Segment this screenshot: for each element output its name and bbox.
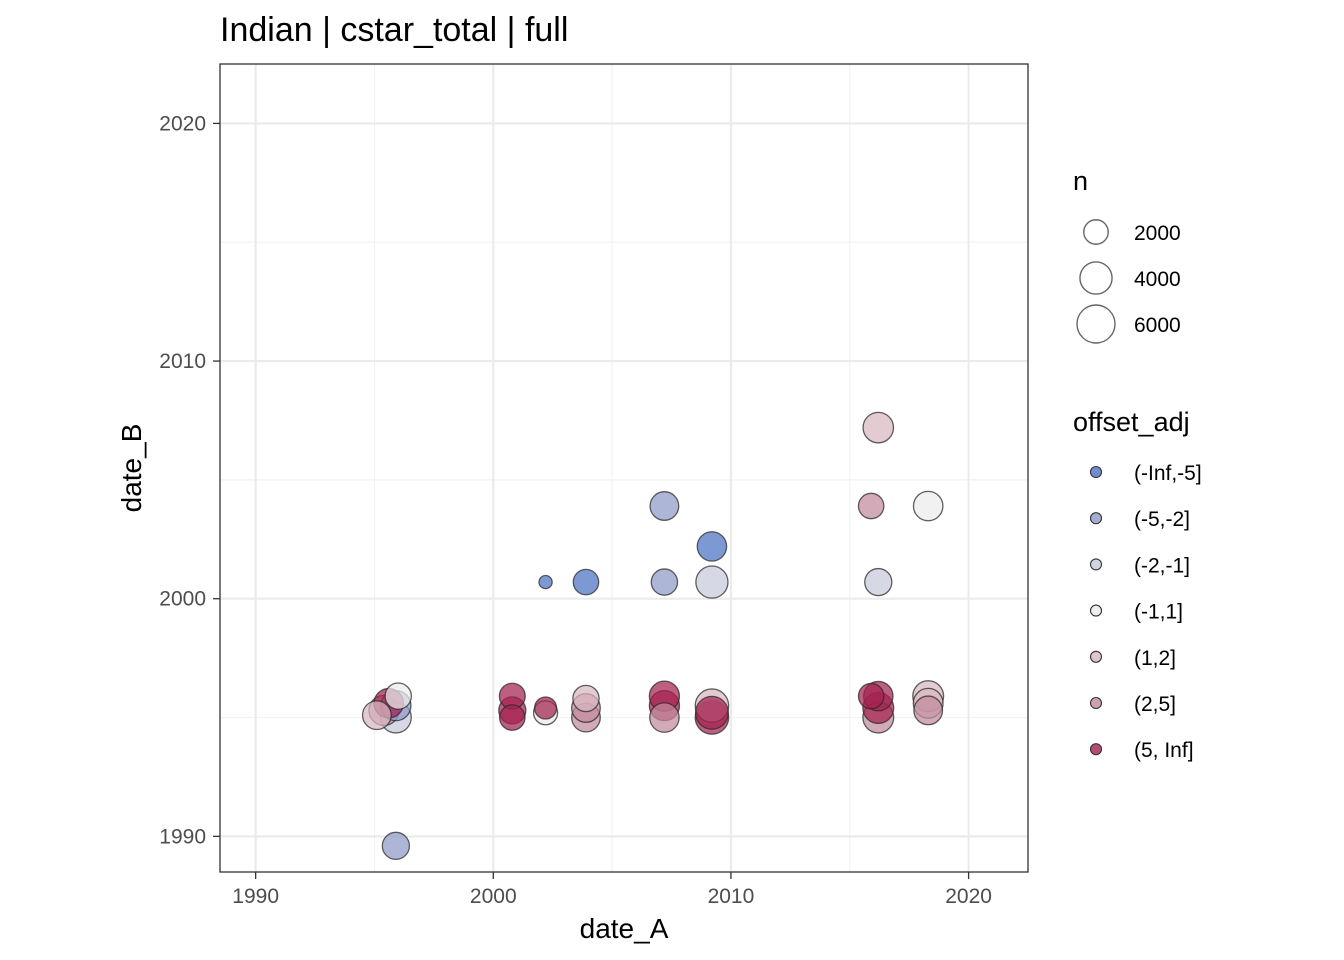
color-legend-key	[1089, 743, 1103, 756]
data-point	[864, 567, 893, 597]
size-legend-key	[1076, 304, 1116, 344]
color-legend-key	[1089, 558, 1103, 571]
data-point	[857, 492, 885, 520]
data-point	[538, 574, 553, 590]
color-legend-key	[1089, 604, 1103, 617]
color-legend-title: offset_adj	[1073, 407, 1190, 437]
data-point	[572, 568, 600, 596]
data-point	[694, 695, 729, 730]
y-tick-label: 1990	[159, 825, 206, 848]
color-legend-label: (5, Inf]	[1134, 739, 1194, 762]
size-legend-key	[1079, 261, 1113, 295]
color-legend-label: (-1,1]	[1134, 601, 1183, 624]
color-legend-key	[1089, 465, 1103, 479]
data-point	[913, 695, 944, 726]
color-legend-label: (2,5]	[1134, 693, 1176, 716]
y-tick-label: 2000	[159, 588, 206, 611]
y-tick-label: 2010	[159, 350, 206, 373]
data-point	[695, 565, 729, 599]
size-legend-label: 6000	[1134, 314, 1181, 337]
x-axis-title: date_A	[580, 913, 669, 944]
data-point	[361, 700, 392, 731]
color-legend-key	[1089, 650, 1103, 663]
data-point	[649, 702, 680, 733]
x-tick-label: 2020	[945, 885, 992, 908]
data-point	[381, 831, 411, 861]
size-legend-label: 4000	[1134, 268, 1181, 291]
x-axis: 1990 2000 2010 2020	[232, 872, 992, 908]
data-point	[650, 568, 679, 596]
data-point	[696, 531, 728, 562]
size-legend-key	[1083, 219, 1109, 245]
size-legend-title: n	[1073, 166, 1088, 196]
y-axis-title: date_B	[116, 424, 147, 513]
chart-title: Indian | cstar_total | full	[220, 11, 568, 49]
data-point	[384, 682, 413, 710]
color-legend-key	[1089, 696, 1103, 710]
color-legend-key	[1089, 512, 1103, 525]
size-legend: n 2000 4000 6000	[1073, 166, 1181, 344]
color-legend-label: (-5,-2]	[1134, 508, 1190, 531]
panel-border	[219, 63, 1029, 873]
x-tick-label: 2010	[708, 885, 755, 908]
color-legend-label: (-2,-1]	[1134, 554, 1190, 577]
data-point	[498, 704, 526, 731]
data-point	[572, 684, 600, 713]
color-legend-label: (-Inf,-5]	[1134, 462, 1202, 485]
data-point	[533, 696, 558, 720]
grid	[220, 64, 1028, 872]
data-point	[862, 411, 895, 444]
data-points	[361, 411, 945, 861]
x-tick-label: 1990	[232, 885, 279, 908]
y-axis: 1990 2000 2010 2020	[159, 112, 220, 848]
panel-background	[220, 64, 1028, 872]
data-point	[857, 682, 885, 710]
data-point	[912, 490, 944, 522]
size-legend-label: 2000	[1134, 222, 1181, 245]
y-tick-label: 2020	[159, 112, 206, 135]
color-legend: offset_adj (-Inf,-5] (-5,-2] (-2,-1] (-1,1]…	[1073, 407, 1202, 762]
data-point	[649, 491, 680, 521]
x-tick-label: 2000	[470, 885, 517, 908]
color-legend-label: (1,2]	[1134, 647, 1176, 670]
